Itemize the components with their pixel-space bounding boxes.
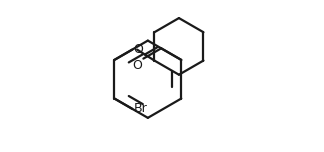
Text: O: O: [132, 59, 142, 72]
Text: Br: Br: [133, 102, 147, 115]
Text: O: O: [133, 43, 143, 56]
